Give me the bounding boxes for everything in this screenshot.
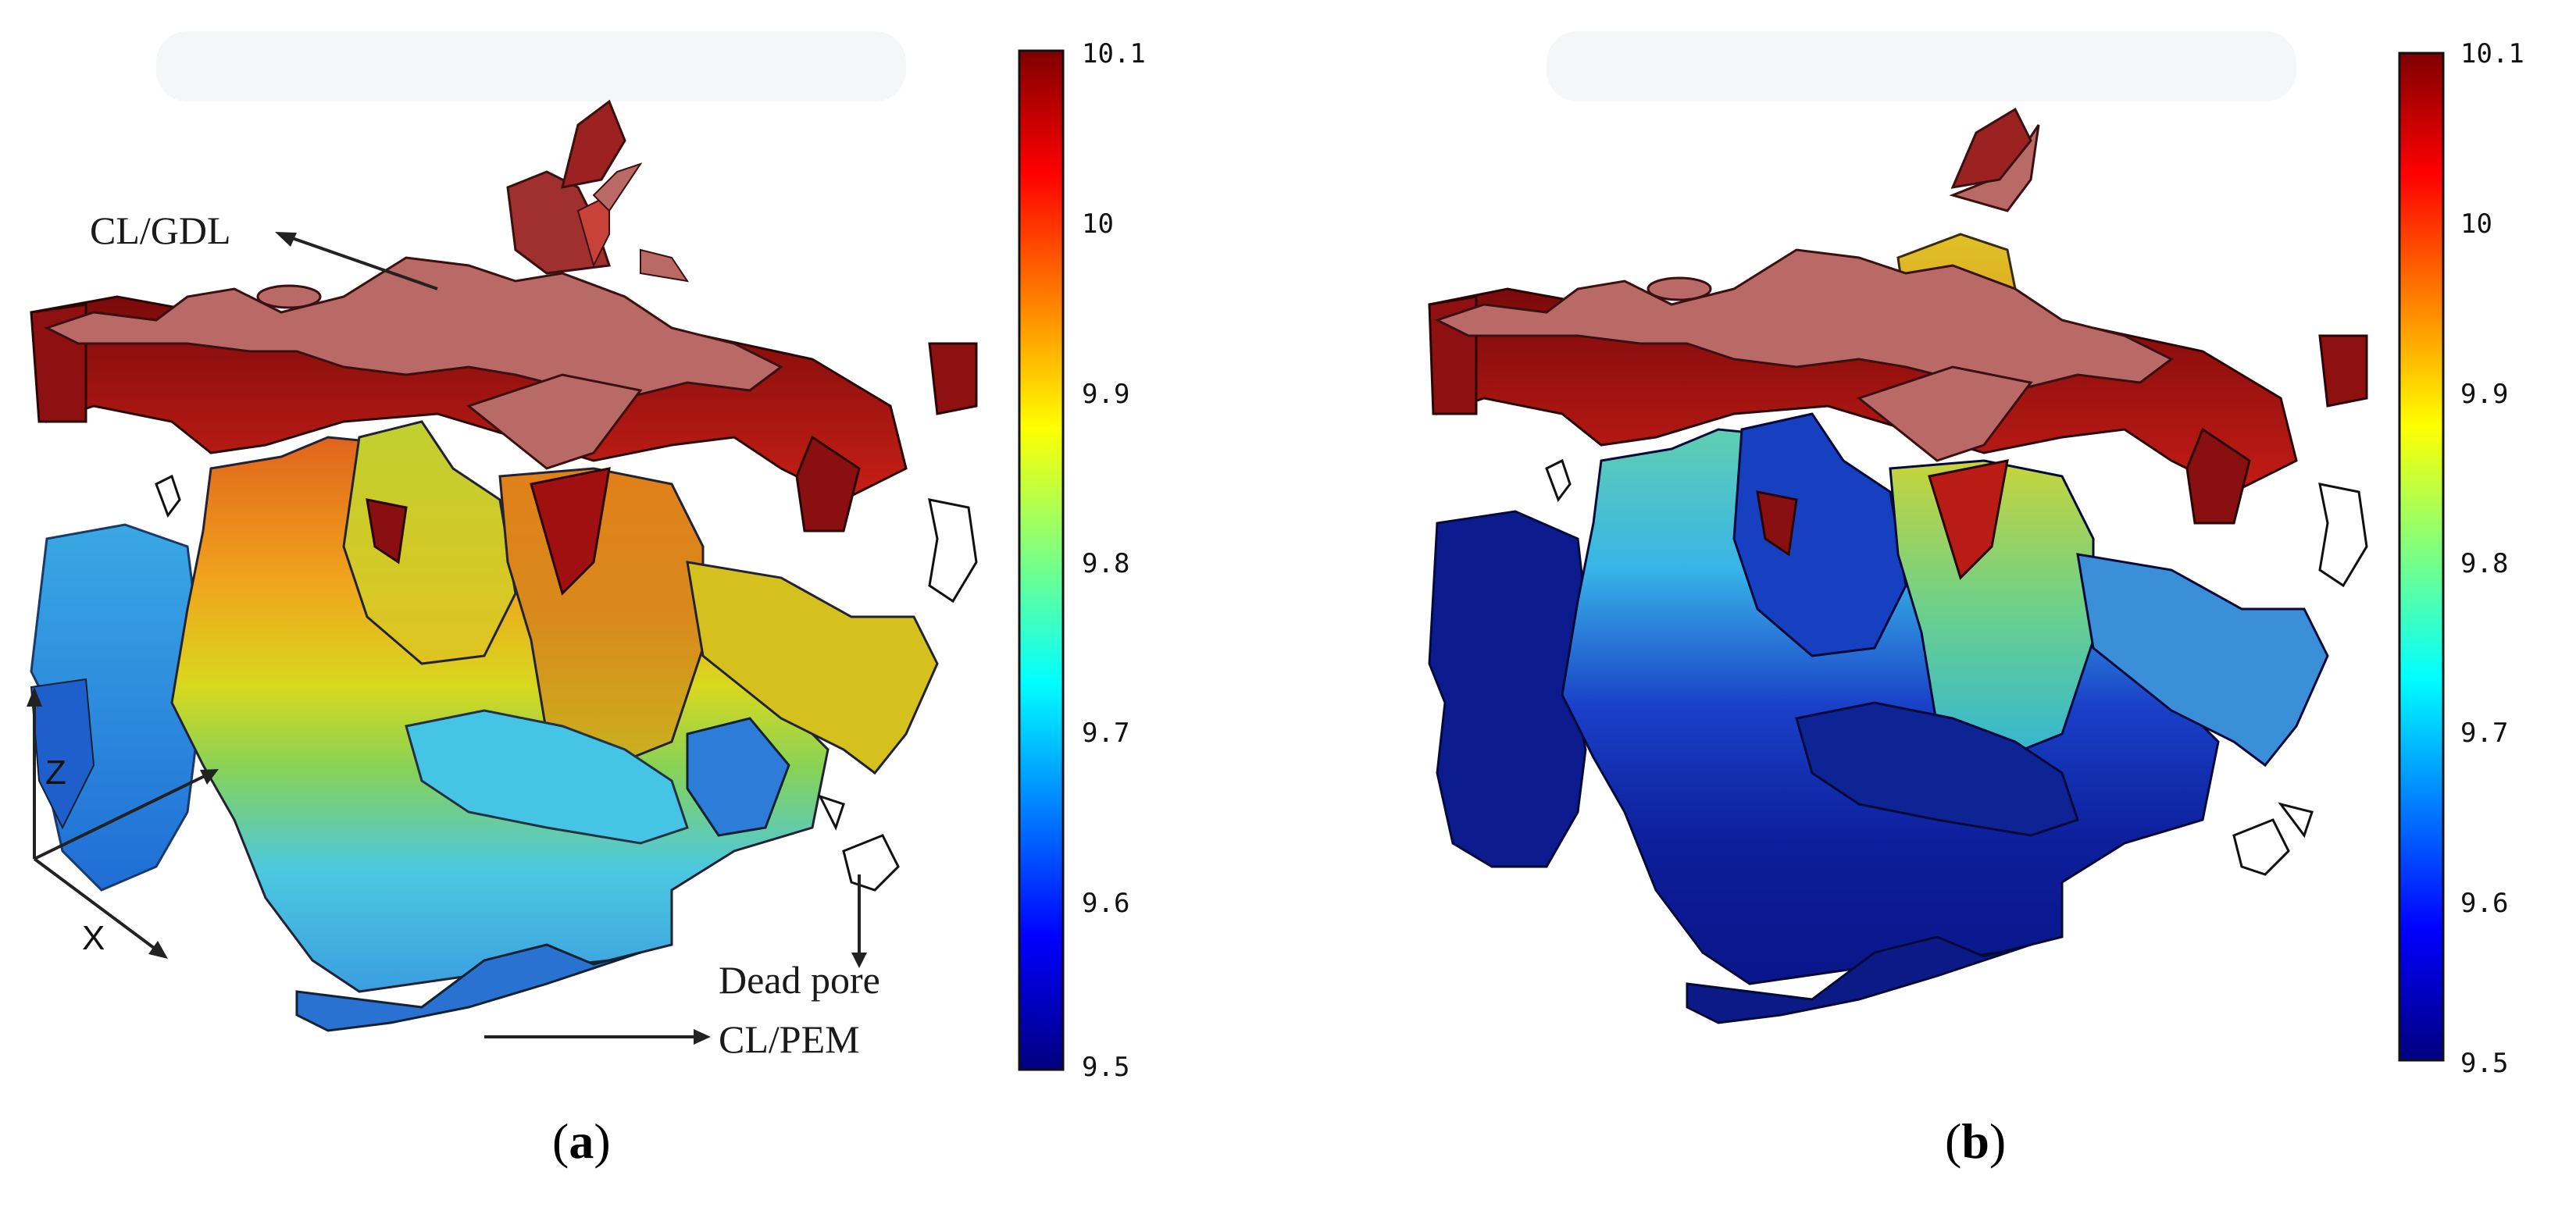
- colorbar-a-tick-0: 10.1: [1082, 38, 1146, 69]
- colorbar-b-tick-0: 10.1: [2460, 38, 2524, 69]
- small-isolated-pore: [155, 474, 181, 518]
- y-axis-arrowhead: [200, 769, 219, 785]
- lower-top-face: [466, 373, 643, 470]
- cl-gdl-arrow: [280, 233, 438, 290]
- right-red-spike: [2185, 427, 2251, 525]
- caption-a-letter: a: [569, 1113, 594, 1169]
- colorbar-a-tick-6: 9.5: [1082, 1052, 1130, 1083]
- colorbar-a-tick-5: 9.6: [1082, 888, 1130, 919]
- caption-b-letter: b: [1961, 1113, 1989, 1169]
- isolated-pore-right: [928, 498, 978, 604]
- colorbar-b-tick-1: 10: [2460, 208, 2492, 240]
- isolated-pore-right: [2318, 483, 2368, 588]
- dead-pore-label: Dead pore: [719, 958, 880, 1002]
- small-isolated-pore: [1545, 458, 1572, 503]
- z-axis-label: Z: [45, 753, 66, 792]
- lower-navy-pore: [1795, 701, 2079, 837]
- lower-right-blue-pore: [686, 717, 790, 837]
- cl-gdl-label: CL/GDL: [90, 208, 231, 252]
- right-yellow-pore: [686, 561, 939, 775]
- caption-a: (a): [552, 1113, 611, 1169]
- cl-gdl-arrowhead: [275, 232, 297, 247]
- x-axis-line: [33, 857, 162, 954]
- caption-b: (b): [1945, 1113, 2007, 1169]
- lower-cyan-pore: [405, 709, 689, 845]
- colorbar-b-tick-6: 9.5: [2460, 1048, 2509, 1079]
- pore-pressure-render-b: [1428, 31, 2445, 1062]
- right-pore-block: [1889, 459, 2095, 767]
- z-axis-arrowhead: [27, 687, 42, 707]
- cl-pem-bottom-pore: [295, 943, 641, 1032]
- inner-red-chip: [1756, 490, 1798, 557]
- colorbar-b-tick-5: 9.6: [2460, 888, 2509, 919]
- middle-pore-lobe: [342, 420, 517, 665]
- colorbar-a-tick-2: 9.9: [1082, 379, 1130, 410]
- right-red-spike: [795, 435, 861, 532]
- colorbar-b-tick-4: 9.7: [2460, 718, 2509, 749]
- colorbar-a-tick-3: 9.8: [1082, 548, 1130, 579]
- dead-pore-arrowhead: [851, 953, 867, 968]
- colorbar-b: [2398, 52, 2445, 1062]
- colorbar-b-tick-2: 9.9: [2460, 379, 2509, 410]
- floating-top-chip: [1647, 276, 1712, 301]
- top-small-face: [640, 248, 690, 283]
- colorbar-a: [1018, 49, 1065, 1071]
- colorbar-b-tick-3: 9.8: [2460, 548, 2509, 579]
- pore-pressure-render-a: [27, 31, 1065, 1071]
- cl-pem-arrowhead: [694, 1029, 711, 1045]
- background-haze: [156, 31, 906, 102]
- floating-top-chip: [256, 284, 322, 309]
- lower-top-face: [1856, 365, 2033, 462]
- colorbar-a-tick-4: 9.7: [1082, 718, 1130, 749]
- inner-red-wedge: [530, 467, 611, 596]
- y-axis-line: [34, 771, 212, 860]
- right-blue-pore: [2076, 553, 2329, 767]
- dead-pore-shape: [2232, 818, 2290, 876]
- left-lower-pore: [30, 678, 95, 830]
- small-dead-pore: [818, 794, 845, 831]
- cl-pem-bottom-pore: [1686, 935, 2032, 1024]
- colorbar-a-tick-1: 10: [1082, 208, 1114, 240]
- panel-b: 10.1 10 9.9 9.8 9.7 9.6 9.5: [1414, 0, 2576, 1093]
- left-pore-region: [1428, 510, 1587, 868]
- top-spire-pore: [1950, 107, 2032, 189]
- background-haze: [1547, 31, 2296, 102]
- x-axis-arrowhead: [148, 941, 168, 959]
- middle-pore-lobe: [1732, 412, 1907, 657]
- panel-a: 10.1 10 9.9 9.8 9.7 9.6 9.5 CL/GDL Dead …: [0, 0, 1218, 1093]
- small-dead-pore: [2278, 802, 2314, 839]
- top-tip-face: [592, 162, 643, 212]
- top-spire-pore: [560, 99, 626, 189]
- right-red-block: [2318, 334, 2368, 408]
- inner-red-chip: [366, 498, 408, 564]
- x-axis-label: X: [82, 919, 105, 957]
- cl-pem-label: CL/PEM: [719, 1017, 860, 1061]
- inner-red-wedge: [1928, 459, 2009, 580]
- dead-pore-shape: [842, 834, 900, 892]
- right-red-block: [928, 342, 978, 415]
